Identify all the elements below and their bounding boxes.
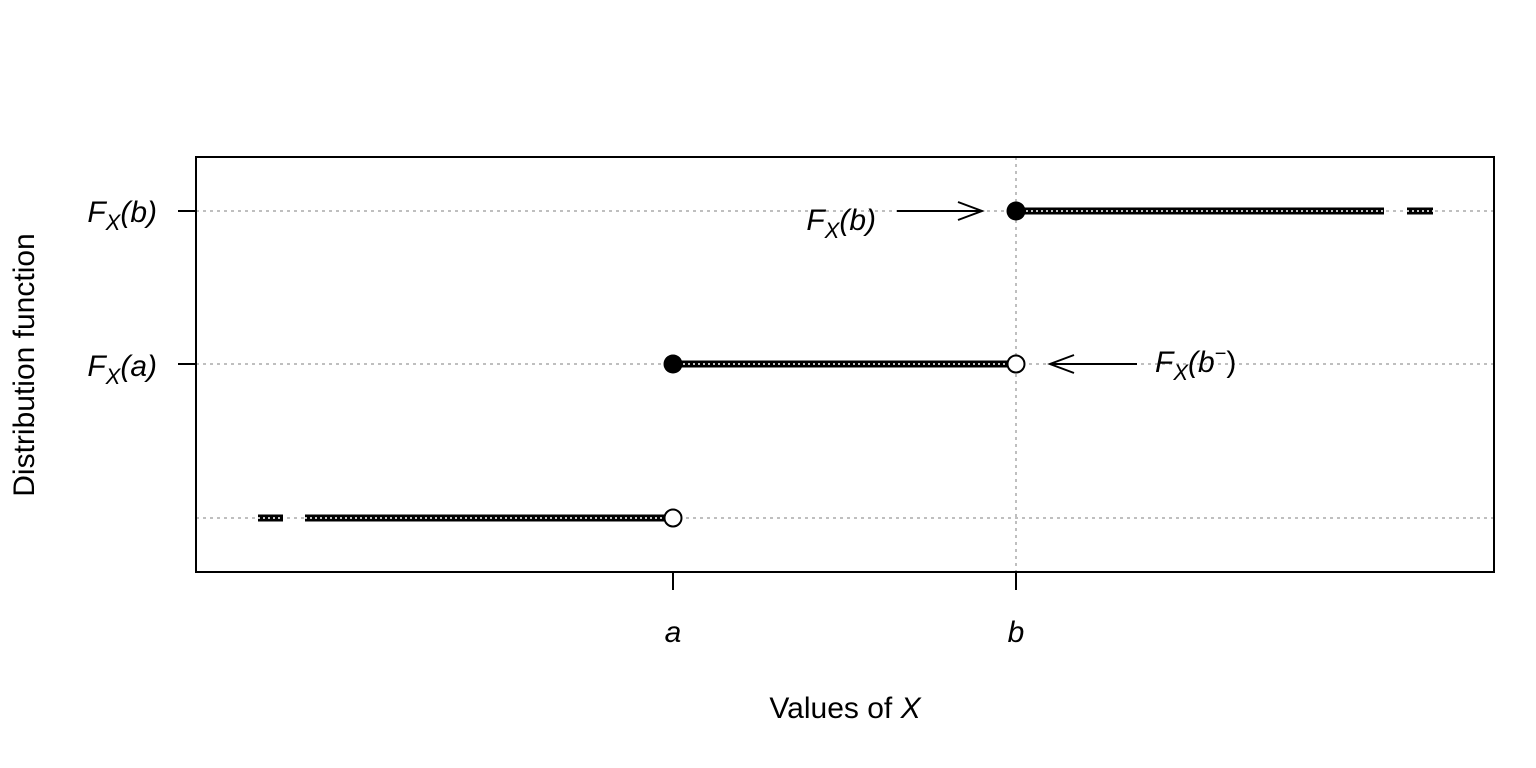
label-part: F: [806, 204, 826, 237]
arrow: [1047, 354, 1137, 374]
label-part: ): [1226, 346, 1236, 379]
arrow: [897, 201, 985, 221]
math-label: FX(a): [87, 350, 157, 389]
y-axis-label: Distribution function: [8, 233, 41, 496]
grid: [196, 157, 1494, 572]
label-part: (a): [120, 350, 157, 383]
label-part: X: [824, 218, 841, 243]
label-part: X: [105, 210, 122, 235]
label-part: X: [105, 364, 122, 389]
open-point: [1006, 354, 1026, 374]
x-tick-label: a: [665, 616, 682, 649]
arrows: [897, 201, 1137, 374]
open-point: [663, 508, 683, 528]
ticks: [178, 210, 1017, 590]
filled-point: [663, 354, 683, 374]
label-part: (b): [839, 204, 876, 237]
step-function: [258, 201, 1433, 528]
label-part: X: [1172, 360, 1189, 385]
filled-point: [1006, 201, 1026, 221]
label-part: −: [1215, 343, 1227, 365]
label-part: F: [87, 350, 107, 383]
label-part: (b: [1188, 346, 1215, 379]
math-label: FX(b): [806, 204, 876, 243]
label-part: F: [87, 196, 107, 229]
label-part: (b): [120, 196, 157, 229]
x-axis-label: Values of X: [769, 692, 921, 725]
label-part: F: [1155, 346, 1175, 379]
x-tick-label: b: [1008, 616, 1025, 649]
math-labels: FX(b)FX(a)FX(b)FX(b−): [87, 196, 1236, 389]
math-label: FX(b−): [1155, 343, 1236, 385]
math-label: FX(b): [87, 196, 157, 235]
